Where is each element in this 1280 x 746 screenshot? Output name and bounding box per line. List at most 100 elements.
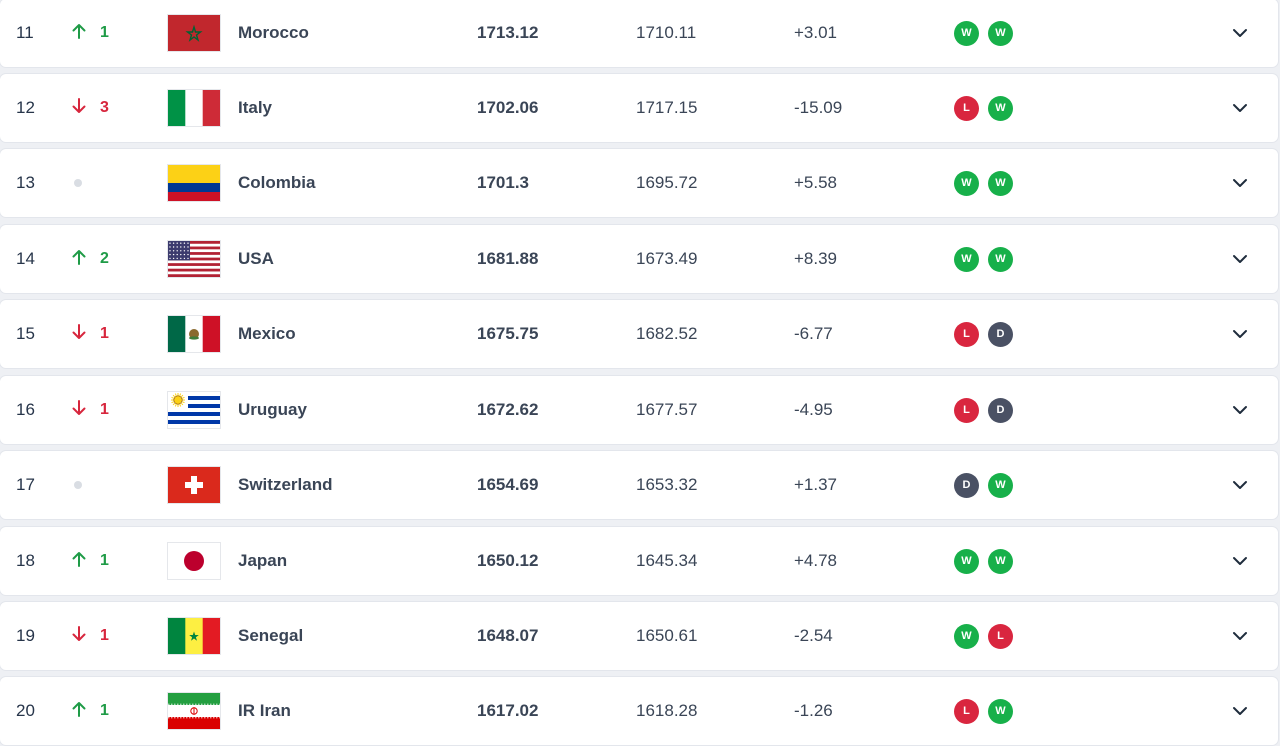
form-badge: W [988, 548, 1013, 574]
rank-change-value: 2 [100, 250, 109, 267]
italy-flag-icon [168, 90, 220, 126]
rank: 11 [16, 23, 34, 42]
rank-change-value: 1 [100, 24, 109, 41]
table-row[interactable]: 13 Colombia 1701.3 1695.72 +5.58 W W [0, 149, 1278, 217]
previous-points: 1682.52 [636, 324, 698, 343]
chevron-down-icon[interactable] [1229, 22, 1251, 44]
form-badge: W [988, 698, 1013, 724]
points-difference: -15.09 [794, 98, 843, 117]
total-points: 1648.07 [477, 626, 539, 645]
rank: 14 [16, 249, 35, 268]
form-badge: W [988, 95, 1013, 121]
form-badge: L [954, 95, 979, 121]
previous-points: 1653.32 [636, 475, 698, 494]
rank-change: 3 [70, 97, 109, 120]
form-badge: W [954, 20, 979, 46]
form-badge: L [954, 321, 979, 347]
senegal-flag-icon [168, 618, 220, 654]
team-name[interactable]: IR Iran [238, 701, 291, 720]
team-name[interactable]: Italy [238, 98, 273, 117]
rank: 15 [16, 324, 35, 343]
total-points: 1713.12 [477, 23, 539, 42]
rank-change [70, 179, 82, 187]
form-badge: W [954, 170, 979, 196]
table-row[interactable]: 18 1 Japan 1650.12 1645.34 +4.78 W W [0, 527, 1278, 595]
table-row[interactable]: 16 1 Uruguay 1672.62 1677.57 -4.95 L D [0, 376, 1278, 444]
table-row[interactable]: 11 1 Morocco 1713.12 1710.11 +3.01 W W [0, 0, 1278, 67]
no-change-dot-icon [74, 481, 82, 489]
rank-change-value: 1 [100, 552, 109, 569]
team-name[interactable]: Uruguay [238, 400, 307, 419]
previous-points: 1673.49 [636, 249, 698, 268]
chevron-down-icon[interactable] [1229, 474, 1251, 496]
rank-change [70, 481, 82, 489]
chevron-down-icon[interactable] [1229, 625, 1251, 647]
chevron-down-icon[interactable] [1229, 550, 1251, 572]
team-name[interactable]: Senegal [238, 626, 304, 645]
table-row[interactable]: 20 1 IR Iran 1617.02 1618.28 -1.26 L W [0, 677, 1278, 745]
form-badge: W [954, 623, 979, 649]
team-name[interactable]: Colombia [238, 173, 316, 192]
rank-change-value: 1 [100, 627, 109, 644]
points-difference: -4.95 [794, 400, 833, 419]
form-badge: D [954, 472, 979, 498]
table-row[interactable]: 17 Switzerland 1654.69 1653.32 +1.37 D W [0, 451, 1278, 519]
rank-change-value: 3 [100, 99, 109, 116]
form-badge: W [988, 20, 1013, 46]
team-name[interactable]: Morocco [238, 23, 309, 42]
table-row[interactable]: 15 1 Mexico 1675.75 1682.52 -6.77 L D [0, 300, 1278, 368]
form-badge: L [988, 623, 1013, 649]
form-badge: W [988, 246, 1013, 272]
morocco-flag-icon [168, 15, 220, 51]
rank: 16 [16, 400, 35, 419]
previous-points: 1710.11 [636, 23, 697, 42]
total-points: 1701.3 [477, 173, 529, 192]
colombia-flag-icon [168, 165, 220, 201]
previous-points: 1677.57 [636, 400, 698, 419]
rank-change: 2 [70, 248, 109, 271]
chevron-down-icon[interactable] [1229, 700, 1251, 722]
rank-change: 1 [70, 22, 109, 45]
points-difference: +1.37 [794, 475, 838, 494]
table-row[interactable]: 14 2 USA 1681.88 1673.49 +8.39 W W [0, 225, 1278, 293]
team-name[interactable]: Mexico [238, 324, 296, 343]
chevron-down-icon[interactable] [1229, 97, 1251, 119]
arrow-down-icon [70, 399, 88, 422]
usa-flag-icon [168, 241, 220, 277]
table-row[interactable]: 12 3 Italy 1702.06 1717.15 -15.09 L W [0, 74, 1278, 142]
mexico-flag-icon [168, 316, 220, 352]
rank-change: 1 [70, 625, 109, 648]
form-badge: W [988, 472, 1013, 498]
points-difference: -2.54 [794, 626, 833, 645]
rank: 20 [16, 701, 35, 720]
switzerland-flag-icon [168, 467, 220, 503]
no-change-dot-icon [74, 179, 82, 187]
chevron-down-icon[interactable] [1229, 323, 1251, 345]
chevron-down-icon[interactable] [1229, 172, 1251, 194]
rank-change-value: 1 [100, 325, 109, 342]
chevron-down-icon[interactable] [1229, 248, 1251, 270]
arrow-up-icon [70, 550, 88, 573]
points-difference: -1.26 [794, 701, 833, 720]
arrow-down-icon [70, 625, 88, 648]
form-badge: D [988, 397, 1013, 423]
table-row[interactable]: 19 1 Senegal 1648.07 1650.61 -2.54 W L [0, 602, 1278, 670]
previous-points: 1618.28 [636, 701, 698, 720]
uruguay-flag-icon [168, 392, 220, 428]
rank-change-value: 1 [100, 401, 109, 418]
team-name[interactable]: Japan [238, 551, 288, 570]
arrow-down-icon [70, 323, 88, 346]
chevron-down-icon[interactable] [1229, 399, 1251, 421]
rank-change: 1 [70, 700, 109, 723]
team-name[interactable]: USA [238, 249, 274, 268]
points-difference: +4.78 [794, 551, 838, 570]
total-points: 1654.69 [477, 475, 539, 494]
team-name[interactable]: Switzerland [238, 475, 333, 494]
